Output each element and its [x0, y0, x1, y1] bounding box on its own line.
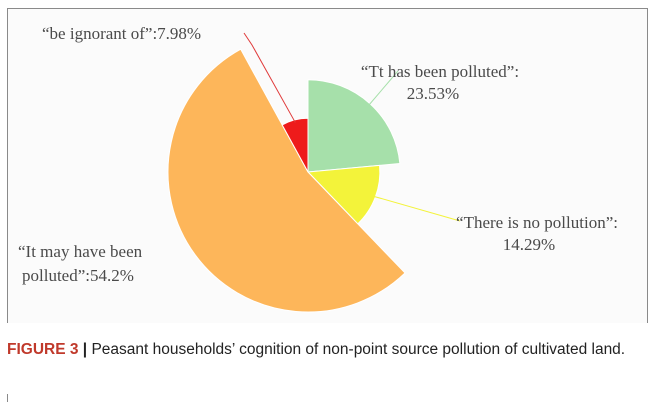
slice-label-ignorant: “be ignorant of”:7.98%	[42, 24, 201, 43]
slice-value-polluted: 23.53%	[407, 84, 459, 103]
slice-may-be-polluted	[167, 48, 406, 313]
slice-label-no-pollution: “There is no pollution”:	[456, 213, 618, 232]
chart-frame: “Tt has been polluted”: 23.53% “There is…	[7, 8, 648, 323]
pie-slices	[167, 48, 406, 313]
slice-polluted	[307, 79, 401, 173]
leader-polluted	[366, 70, 399, 108]
slice-ignorant	[281, 117, 309, 173]
caption-text: Peasant households’ cognition of non-poi…	[91, 341, 626, 358]
figure-caption: FIGURE 3 | Peasant households’ cognition…	[7, 338, 627, 362]
leader-ignorant	[243, 32, 296, 123]
caption-separator: |	[78, 341, 92, 358]
rose-pie-chart: “Tt has been polluted”: 23.53% “There is…	[18, 24, 618, 313]
slice-label-may-be-polluted-line2: polluted”:54.2%	[22, 266, 134, 285]
slice-label-polluted: “Tt has been polluted”:	[361, 62, 519, 81]
slice-label-may-be-polluted: “It may have been	[18, 242, 143, 261]
slice-value-no-pollution: 14.29%	[503, 235, 555, 254]
leader-lines	[243, 32, 461, 222]
caption-figure-number: FIGURE 3	[7, 341, 79, 358]
leader-no-pollution	[371, 195, 461, 222]
frame-bottom-rule	[7, 394, 8, 402]
